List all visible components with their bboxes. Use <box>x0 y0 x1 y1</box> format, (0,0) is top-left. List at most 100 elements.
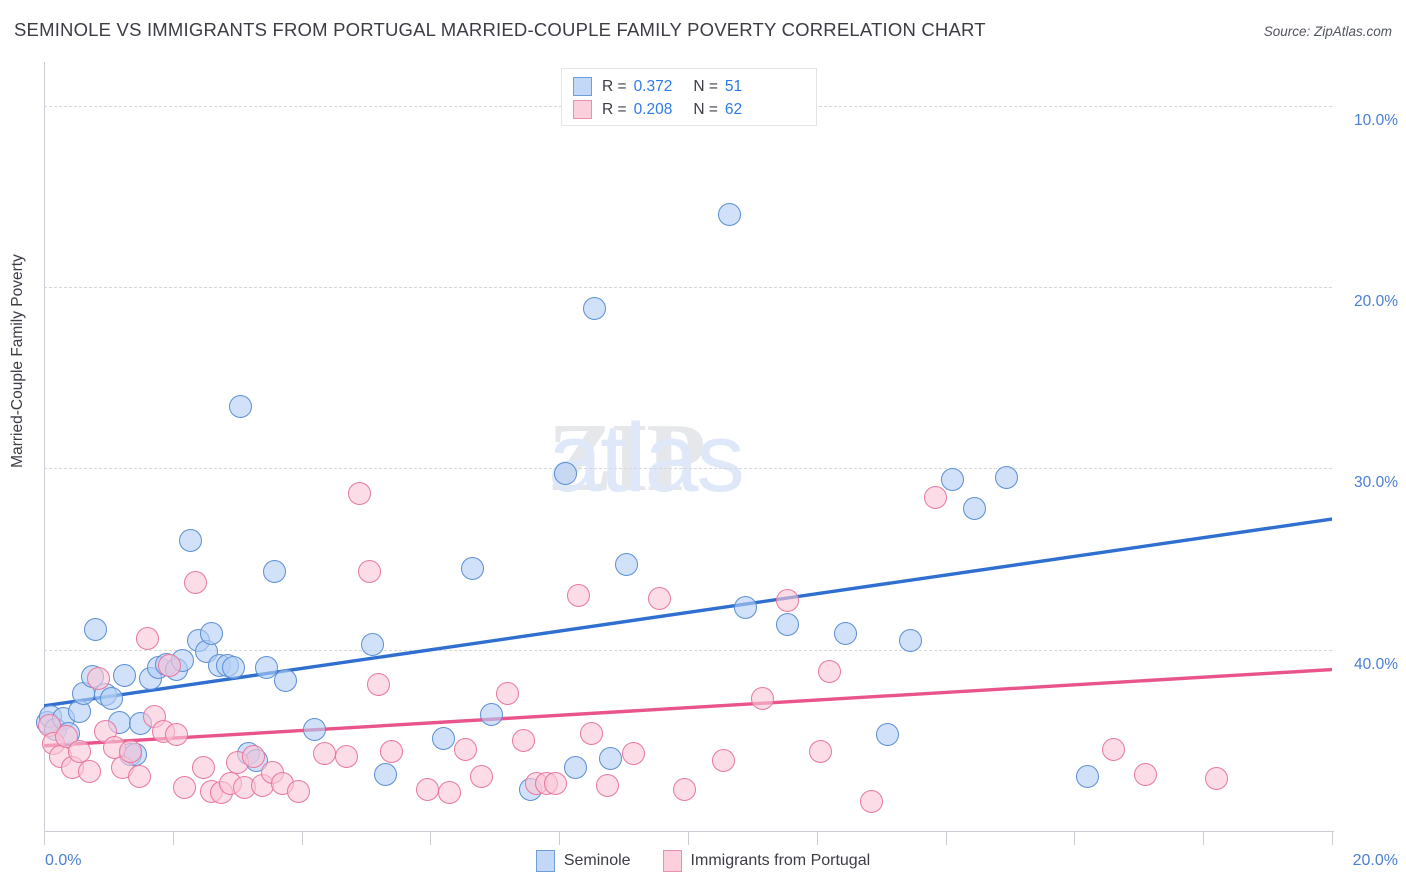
data-point[interactable] <box>312 741 336 765</box>
data-point[interactable] <box>183 571 207 595</box>
source-attribution: Source: ZipAtlas.com <box>1263 24 1392 39</box>
data-point[interactable] <box>673 777 697 801</box>
data-point[interactable] <box>621 741 645 765</box>
r-label: R = <box>602 77 627 95</box>
data-point[interactable] <box>615 552 639 576</box>
data-point[interactable] <box>599 746 623 770</box>
data-point[interactable] <box>87 667 111 691</box>
data-point[interactable] <box>100 687 124 711</box>
y-axis-tick-label: 40.0% <box>1354 655 1398 673</box>
data-point[interactable] <box>544 772 568 796</box>
data-point[interactable] <box>898 629 922 653</box>
data-point[interactable] <box>940 467 964 491</box>
page-title: SEMINOLE VS IMMIGRANTS FROM PORTUGAL MAR… <box>14 19 986 40</box>
data-point[interactable] <box>286 779 310 803</box>
data-point[interactable] <box>228 395 252 419</box>
data-point[interactable] <box>860 790 884 814</box>
data-point[interactable] <box>750 687 774 711</box>
data-point[interactable] <box>164 723 188 747</box>
r-label: R = <box>602 100 627 118</box>
legend-item-portugal[interactable]: Immigrants from Portugal <box>662 850 870 872</box>
data-point[interactable] <box>460 556 484 580</box>
data-point[interactable] <box>158 654 182 678</box>
data-point[interactable] <box>172 775 196 799</box>
data-point[interactable] <box>718 202 742 226</box>
data-point[interactable] <box>241 745 265 769</box>
data-point[interactable] <box>876 723 900 747</box>
data-point[interactable] <box>554 462 578 486</box>
data-point[interactable] <box>127 765 151 789</box>
data-point[interactable] <box>360 632 384 656</box>
x-axis-tick <box>430 831 432 845</box>
data-point[interactable] <box>1133 763 1157 787</box>
r-value: 0.372 <box>633 77 673 95</box>
chart-legend: Seminole Immigrants from Portugal <box>0 850 1406 872</box>
data-point[interactable] <box>373 763 397 787</box>
data-point[interactable] <box>563 756 587 780</box>
data-point[interactable] <box>480 703 504 727</box>
plot-area: ZIP atlas <box>35 62 1332 831</box>
data-point[interactable] <box>496 681 520 705</box>
data-point[interactable] <box>995 465 1019 489</box>
data-point[interactable] <box>357 560 381 584</box>
data-point[interactable] <box>199 621 223 645</box>
n-value: 51 <box>724 77 743 95</box>
data-point[interactable] <box>380 739 404 763</box>
data-point[interactable] <box>470 765 494 789</box>
legend-swatch-portugal <box>662 850 682 872</box>
data-point[interactable] <box>647 587 671 611</box>
watermark-zip: ZIP <box>548 404 706 511</box>
data-point[interactable] <box>1101 737 1125 761</box>
legend-item-seminole[interactable]: Seminole <box>535 850 631 872</box>
y-axis-tick-label: 10.0% <box>1354 111 1398 129</box>
data-point[interactable] <box>274 668 297 692</box>
data-point[interactable] <box>818 659 842 683</box>
data-point[interactable] <box>512 728 536 752</box>
n-label: N = <box>693 100 718 118</box>
data-point[interactable] <box>113 663 136 687</box>
data-point[interactable] <box>808 739 832 763</box>
data-point[interactable] <box>579 721 603 745</box>
data-point[interactable] <box>67 739 91 763</box>
data-point[interactable] <box>711 748 735 772</box>
data-point[interactable] <box>222 656 246 680</box>
data-point[interactable] <box>119 739 143 763</box>
data-point[interactable] <box>734 596 758 620</box>
data-point[interactable] <box>431 727 455 750</box>
x-axis-tick <box>1074 831 1076 845</box>
x-axis-tick <box>301 831 303 845</box>
data-point[interactable] <box>367 672 391 696</box>
watermark: ZIP atlas <box>44 62 1332 831</box>
data-point[interactable] <box>179 529 203 553</box>
data-point[interactable] <box>438 781 462 805</box>
data-point[interactable] <box>924 485 948 509</box>
x-axis-tick <box>816 831 818 845</box>
x-axis-tick <box>172 831 174 845</box>
data-point[interactable] <box>335 745 359 769</box>
data-point[interactable] <box>583 297 607 321</box>
x-axis-line <box>44 831 1334 832</box>
data-point[interactable] <box>77 759 101 783</box>
data-point[interactable] <box>596 774 619 798</box>
data-point[interactable] <box>348 482 372 506</box>
data-point[interactable] <box>254 656 278 680</box>
data-point[interactable] <box>192 756 216 780</box>
data-point[interactable] <box>834 621 858 645</box>
data-point[interactable] <box>84 618 108 642</box>
data-point[interactable] <box>1204 766 1228 790</box>
data-point[interactable] <box>567 583 591 607</box>
gridline <box>44 468 1332 470</box>
series-swatch-portugal <box>573 100 592 119</box>
data-point[interactable] <box>776 589 800 613</box>
r-value: 0.208 <box>633 100 673 118</box>
x-axis-tick <box>559 831 561 845</box>
data-point[interactable] <box>263 560 287 584</box>
x-axis-tick <box>688 831 689 845</box>
data-point[interactable] <box>454 737 478 761</box>
data-point[interactable] <box>963 496 987 520</box>
data-point[interactable] <box>135 627 159 651</box>
data-point[interactable] <box>302 717 326 741</box>
data-point[interactable] <box>776 612 800 636</box>
data-point[interactable] <box>415 777 439 801</box>
data-point[interactable] <box>1075 765 1099 789</box>
